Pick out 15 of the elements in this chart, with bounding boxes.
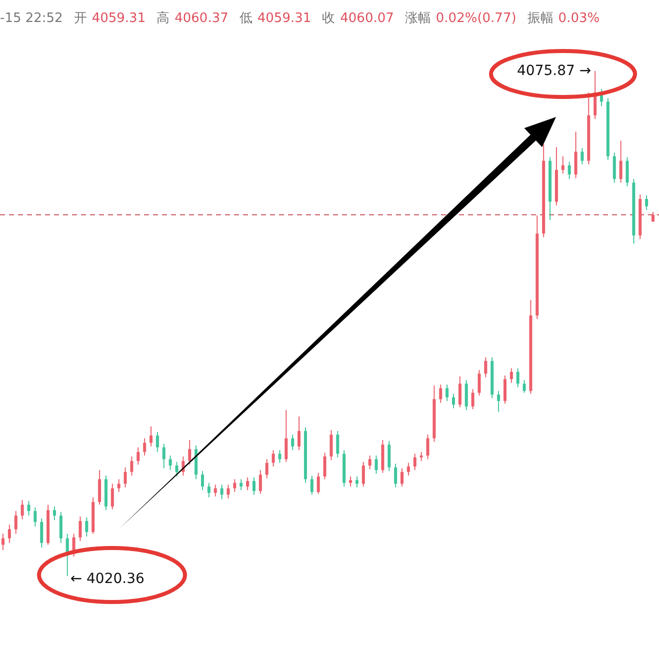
text: 涨幅	[404, 11, 431, 26]
text: 高	[156, 10, 170, 26]
text: 收	[322, 11, 336, 26]
annotation: ← 4020.36	[70, 571, 145, 587]
text: 4059.31	[92, 11, 146, 26]
text: 0.02%(0.77)	[436, 11, 516, 26]
text: 振幅	[527, 11, 554, 26]
text: 4060.07	[340, 11, 394, 26]
text: 低	[239, 11, 252, 26]
text: -15 22:52	[0, 11, 63, 26]
text: 4060.37	[174, 11, 228, 26]
text: 4059.31	[257, 11, 312, 26]
text: 0.03%	[558, 11, 600, 26]
text: 开	[74, 11, 87, 26]
annotation: 4075.87 →	[517, 63, 592, 79]
